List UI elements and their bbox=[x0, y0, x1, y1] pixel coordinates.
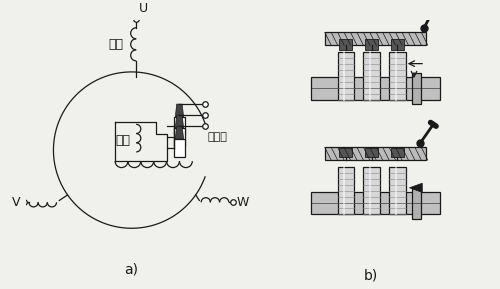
Text: a): a) bbox=[124, 263, 138, 277]
Bar bbox=[365, 39, 378, 50]
Bar bbox=[338, 52, 354, 99]
Text: 集电环: 集电环 bbox=[207, 132, 227, 142]
Bar bbox=[391, 148, 404, 158]
Bar bbox=[311, 77, 440, 99]
Bar bbox=[391, 39, 404, 50]
Polygon shape bbox=[176, 115, 184, 128]
Text: V: V bbox=[12, 196, 20, 209]
Bar bbox=[340, 39, 352, 50]
Bar bbox=[325, 147, 426, 160]
Text: 转子: 转子 bbox=[115, 134, 130, 147]
Bar bbox=[174, 139, 185, 158]
Bar bbox=[389, 52, 406, 99]
Bar bbox=[174, 117, 185, 135]
Bar bbox=[389, 167, 406, 214]
Text: W: W bbox=[237, 196, 250, 209]
Polygon shape bbox=[176, 126, 184, 139]
Text: b): b) bbox=[364, 268, 378, 282]
Polygon shape bbox=[176, 104, 184, 117]
Bar bbox=[364, 167, 380, 214]
Bar bbox=[364, 52, 380, 99]
Bar bbox=[311, 192, 440, 214]
Polygon shape bbox=[410, 183, 422, 192]
Bar bbox=[412, 73, 422, 104]
Text: U: U bbox=[139, 2, 148, 15]
Bar bbox=[412, 188, 422, 219]
Bar bbox=[340, 148, 352, 158]
Bar bbox=[325, 32, 426, 45]
Bar bbox=[365, 148, 378, 158]
Bar bbox=[174, 128, 185, 147]
Bar bbox=[338, 167, 354, 214]
Text: 定子: 定子 bbox=[108, 38, 124, 51]
